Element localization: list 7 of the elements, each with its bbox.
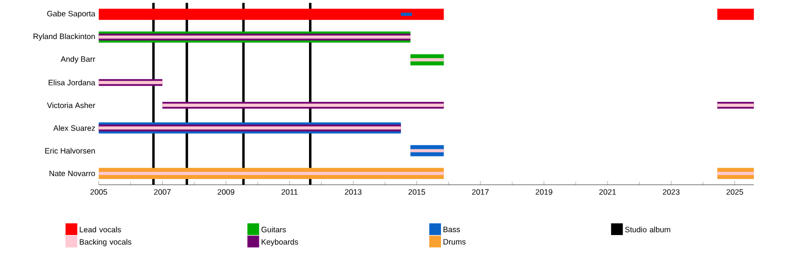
bar	[717, 172, 754, 175]
bar	[410, 58, 444, 62]
bar	[98, 172, 444, 175]
bar	[98, 8, 444, 20]
bar	[400, 12, 412, 16]
bar	[717, 8, 754, 20]
bar	[410, 149, 444, 152]
